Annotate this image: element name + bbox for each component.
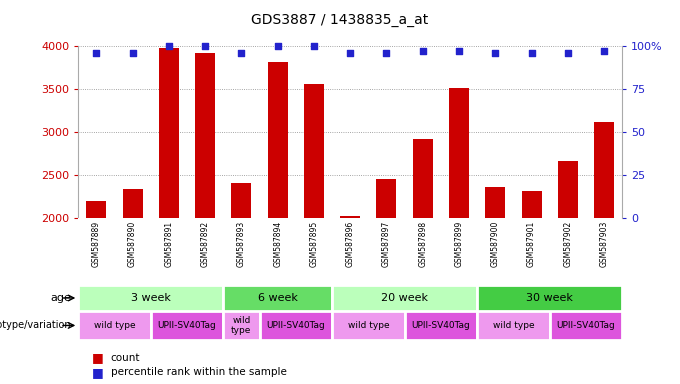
Bar <box>340 216 360 218</box>
Point <box>490 50 500 56</box>
Point <box>163 43 174 49</box>
Bar <box>78 285 223 311</box>
Text: UPII-SV40Tag: UPII-SV40Tag <box>556 321 615 330</box>
Text: GSM587901: GSM587901 <box>527 221 536 267</box>
Text: GSM587900: GSM587900 <box>491 221 500 268</box>
Text: 20 week: 20 week <box>381 293 428 303</box>
Point <box>345 50 356 56</box>
Text: UPII-SV40Tag: UPII-SV40Tag <box>158 321 216 330</box>
Bar <box>332 311 405 340</box>
Bar <box>486 187 505 218</box>
Point <box>309 43 320 49</box>
Text: GSM587895: GSM587895 <box>309 221 318 267</box>
Text: wild type: wild type <box>94 321 135 330</box>
Text: 30 week: 30 week <box>526 293 573 303</box>
Bar <box>268 61 288 218</box>
Text: GSM587896: GSM587896 <box>345 221 355 267</box>
Point <box>454 48 464 54</box>
Text: count: count <box>111 353 140 363</box>
Point <box>200 43 211 49</box>
Bar <box>332 285 477 311</box>
Point <box>272 43 283 49</box>
Text: GSM587903: GSM587903 <box>600 221 609 268</box>
Text: wild type: wild type <box>347 321 389 330</box>
Bar <box>449 88 469 218</box>
Text: GSM587890: GSM587890 <box>128 221 137 267</box>
Point <box>562 50 573 56</box>
Bar <box>159 48 179 218</box>
Bar <box>558 161 578 218</box>
Text: wild
type: wild type <box>231 316 252 335</box>
Bar <box>594 122 614 218</box>
Text: GSM587897: GSM587897 <box>382 221 391 267</box>
Bar <box>151 311 223 340</box>
Point <box>526 50 537 56</box>
Point <box>127 50 138 56</box>
Text: GSM587889: GSM587889 <box>92 221 101 267</box>
Bar <box>78 311 151 340</box>
Bar <box>549 311 622 340</box>
Bar <box>260 311 332 340</box>
Text: GSM587894: GSM587894 <box>273 221 282 267</box>
Bar <box>304 84 324 218</box>
Text: 3 week: 3 week <box>131 293 171 303</box>
Text: GSM587898: GSM587898 <box>418 221 427 267</box>
Bar <box>223 311 260 340</box>
Bar <box>195 53 215 218</box>
Text: ■: ■ <box>92 351 103 364</box>
Text: genotype/variation: genotype/variation <box>0 320 71 331</box>
Text: percentile rank within the sample: percentile rank within the sample <box>111 367 287 377</box>
Text: UPII-SV40Tag: UPII-SV40Tag <box>267 321 325 330</box>
Bar <box>223 285 332 311</box>
Point <box>598 48 609 54</box>
Bar <box>522 191 541 218</box>
Bar <box>231 184 252 218</box>
Text: ■: ■ <box>92 366 103 379</box>
Text: GDS3887 / 1438835_a_at: GDS3887 / 1438835_a_at <box>252 13 428 27</box>
Text: GSM587899: GSM587899 <box>454 221 464 267</box>
Point <box>236 50 247 56</box>
Text: 6 week: 6 week <box>258 293 298 303</box>
Bar <box>413 139 432 218</box>
Text: age: age <box>50 293 71 303</box>
Bar <box>477 311 549 340</box>
Text: GSM587902: GSM587902 <box>563 221 573 267</box>
Text: wild type: wild type <box>492 321 534 330</box>
Text: GSM587892: GSM587892 <box>201 221 209 267</box>
Bar <box>122 189 143 218</box>
Point <box>418 48 428 54</box>
Bar <box>477 285 622 311</box>
Bar <box>377 179 396 218</box>
Point <box>91 50 102 56</box>
Text: GSM587891: GSM587891 <box>165 221 173 267</box>
Text: GSM587893: GSM587893 <box>237 221 246 267</box>
Point <box>381 50 392 56</box>
Text: UPII-SV40Tag: UPII-SV40Tag <box>411 321 471 330</box>
Bar <box>405 311 477 340</box>
Bar <box>86 202 106 218</box>
